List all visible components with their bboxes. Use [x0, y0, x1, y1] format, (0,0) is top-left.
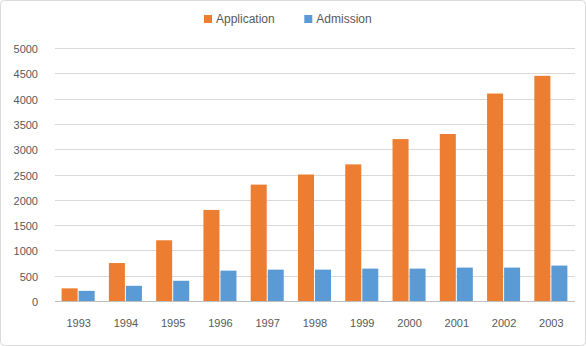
bar — [268, 270, 284, 301]
chart-container: 0 500 1000 1500 2000 2500 3000 3500 4000 4500 5000… — [0, 0, 586, 346]
y-tick-label: 3000 — [14, 144, 38, 156]
x-tick-label: 1997 — [255, 317, 279, 329]
grid — [55, 49, 575, 302]
y-tick-label: 5000 — [14, 43, 38, 55]
y-tick-label: 4000 — [14, 94, 38, 106]
grid-line — [55, 73, 575, 74]
x-tick-label: 1993 — [66, 317, 90, 329]
y-tick-label: 3500 — [14, 119, 38, 131]
bar — [345, 164, 361, 301]
bar — [62, 288, 78, 301]
y-tick-label: 500 — [20, 271, 38, 283]
bar — [410, 269, 426, 301]
grid-line — [55, 48, 575, 49]
bar — [298, 175, 314, 302]
bars — [62, 76, 568, 301]
chart-svg: 0 500 1000 1500 2000 2500 3000 3500 4000 4500 5000… — [0, 0, 586, 346]
x-tick-label: 1999 — [350, 317, 374, 329]
y-tick-label: 1500 — [14, 220, 38, 232]
bar — [440, 134, 456, 301]
bar — [504, 268, 520, 301]
legend-label: Admission — [316, 12, 371, 26]
grid-line — [55, 301, 575, 302]
y-tick-label: 2000 — [14, 195, 38, 207]
x-tick-label: 2000 — [397, 317, 421, 329]
bar — [457, 268, 473, 301]
bar — [126, 286, 142, 301]
x-tick-label: 1998 — [303, 317, 327, 329]
y-tick-label: 4500 — [14, 68, 38, 80]
x-tick-label: 1994 — [114, 317, 138, 329]
bar — [534, 76, 550, 301]
x-tick-label: 2002 — [492, 317, 516, 329]
x-tick-label: 2003 — [539, 317, 563, 329]
x-tick-label: 1996 — [208, 317, 232, 329]
bar — [393, 139, 409, 301]
legend-swatch — [304, 15, 312, 23]
bar — [315, 270, 331, 301]
bar — [109, 263, 125, 301]
bar — [156, 240, 172, 301]
bar — [203, 210, 219, 301]
y-tick-label: 0 — [32, 296, 38, 308]
bar — [173, 281, 189, 301]
x-tick-label: 2001 — [445, 317, 469, 329]
y-tick-label: 2500 — [14, 170, 38, 182]
bar — [551, 266, 567, 301]
bar — [362, 269, 378, 301]
chart-border — [1, 1, 586, 346]
bar — [487, 94, 503, 301]
legend-swatch — [204, 15, 212, 23]
legend-label: Application — [216, 12, 275, 26]
bar — [251, 185, 267, 301]
legend: Application Admission — [204, 12, 372, 26]
bar — [220, 271, 236, 301]
y-tick-label: 1000 — [14, 245, 38, 257]
x-tick-label: 1995 — [161, 317, 185, 329]
bar — [79, 291, 95, 301]
